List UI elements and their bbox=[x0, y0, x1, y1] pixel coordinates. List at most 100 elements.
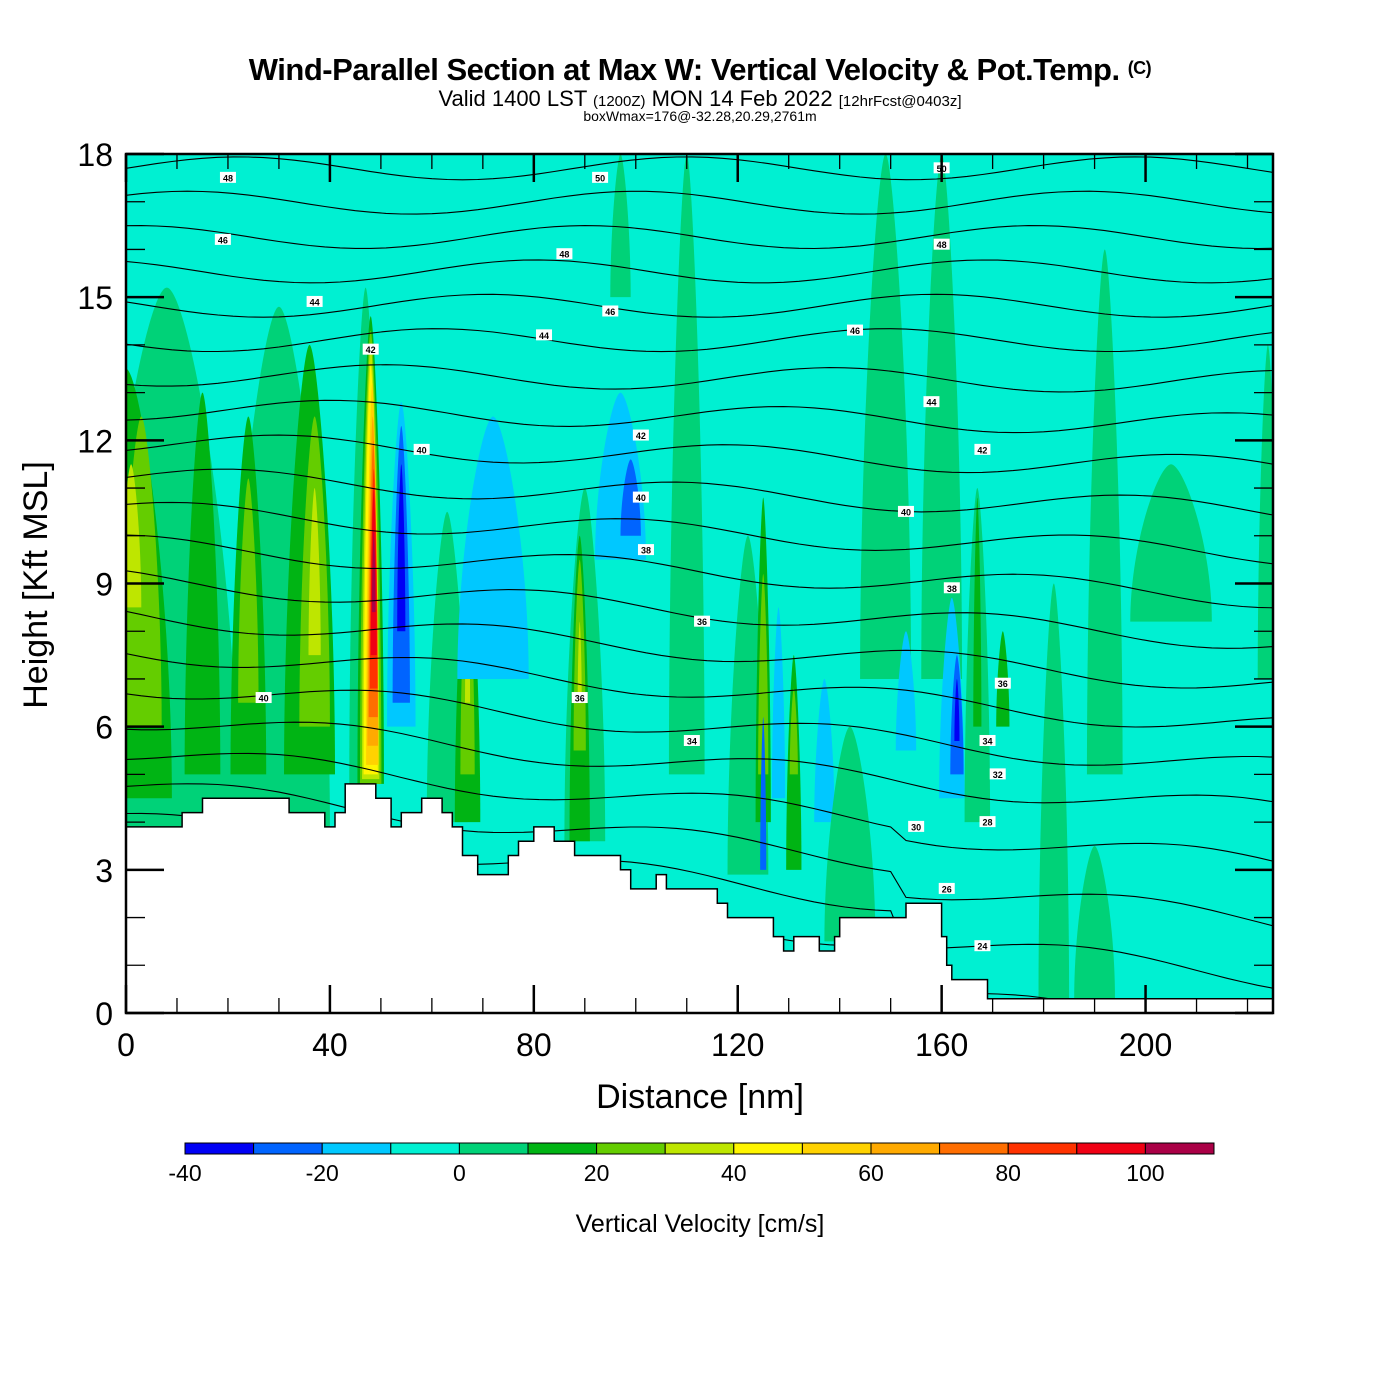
colorbar-bin bbox=[321, 1142, 392, 1155]
theta-label-bg bbox=[908, 820, 925, 832]
theta-label-text: 46 bbox=[218, 235, 228, 245]
theta-label-text: 48 bbox=[223, 173, 233, 183]
theta-label-bg bbox=[694, 615, 711, 627]
theta-label-text: 24 bbox=[977, 942, 987, 952]
theta-label-bg bbox=[994, 677, 1011, 689]
theta-label-text: 40 bbox=[901, 507, 911, 517]
y-axis-title: Height [Kft MSL] bbox=[17, 461, 55, 709]
theta-contour-label: 50 bbox=[592, 171, 609, 183]
fill-region bbox=[308, 488, 321, 656]
x-tick-label: 160 bbox=[915, 1027, 968, 1063]
fill-region bbox=[577, 621, 582, 703]
theta-contour-line bbox=[126, 328, 1273, 353]
theta-label-text: 40 bbox=[259, 694, 269, 704]
theta-contour-label: 48 bbox=[933, 238, 950, 250]
theta-contour-line bbox=[126, 752, 1273, 862]
fill-region bbox=[771, 607, 786, 799]
theta-label-bg bbox=[571, 692, 588, 704]
theta-contour-labels: 4850504648484446444642444242404040383836… bbox=[214, 162, 1011, 952]
theta-label-bg bbox=[923, 396, 940, 408]
theta-label-text: 38 bbox=[947, 584, 957, 594]
colorbar-bin bbox=[184, 1142, 255, 1155]
theta-contour-line bbox=[126, 721, 1273, 804]
theta-contour-label: 38 bbox=[637, 544, 654, 556]
theta-label-bg bbox=[632, 491, 649, 503]
colorbar: -40 -20 0 20 40 60 80 100 bbox=[168, 1142, 1215, 1186]
theta-contour-line bbox=[126, 293, 1273, 318]
y-tick-label: 18 bbox=[77, 137, 113, 173]
x-tick-label: 40 bbox=[312, 1027, 348, 1063]
theta-label-bg bbox=[943, 582, 960, 594]
x-axis-title: Distance [nm] bbox=[596, 1078, 804, 1116]
theta-label-bg bbox=[536, 329, 553, 341]
fill-region bbox=[184, 392, 221, 775]
theta-label-bg bbox=[974, 940, 991, 952]
theta-label-bg bbox=[362, 343, 379, 355]
colorbar-bin bbox=[390, 1142, 460, 1155]
theta-contour-label: 44 bbox=[306, 295, 323, 307]
theta-label-text: 26 bbox=[942, 884, 952, 894]
fill-region bbox=[238, 478, 259, 703]
theta-contour-label: 46 bbox=[602, 305, 619, 317]
fill-region bbox=[371, 531, 376, 613]
theta-label-bg bbox=[632, 429, 649, 441]
theta-contour-label: 40 bbox=[897, 505, 914, 517]
colorbar-title: Vertical Velocity [cm/s] bbox=[576, 1210, 825, 1238]
copyright-mark: (C) bbox=[1127, 58, 1152, 78]
theta-label-text: 48 bbox=[559, 250, 569, 260]
theta-label-text: 34 bbox=[687, 736, 697, 746]
theta-label-bg bbox=[255, 692, 272, 704]
theta-contour-line bbox=[126, 501, 1273, 565]
colorbar-tick-label: 0 bbox=[453, 1160, 466, 1186]
fill-region bbox=[954, 678, 960, 741]
chart-title-main: Wind-Parallel Section at Max W: Vertical… bbox=[248, 52, 1120, 87]
theta-label-bg bbox=[556, 248, 573, 260]
fill-region bbox=[973, 497, 982, 727]
theta-contour-line bbox=[126, 783, 1273, 927]
theta-contour-label: 42 bbox=[974, 443, 991, 455]
theta-contour-line bbox=[126, 156, 1273, 181]
colorbar-tick-label: 40 bbox=[721, 1160, 747, 1186]
theta-label-bg bbox=[413, 443, 430, 455]
colorbar-tick-label: -20 bbox=[306, 1160, 339, 1186]
theta-label-bg bbox=[974, 443, 991, 455]
colorbar-tick-label: 80 bbox=[995, 1160, 1021, 1186]
theta-label-text: 40 bbox=[636, 493, 646, 503]
theta-label-bg bbox=[989, 768, 1006, 780]
theta-label-bg bbox=[214, 233, 231, 245]
theta-label-bg bbox=[306, 295, 323, 307]
fill-region bbox=[1074, 845, 1115, 999]
theta-contour-label: 34 bbox=[979, 734, 996, 746]
valid-date: MON 14 Feb 2022 bbox=[651, 86, 833, 111]
theta-label-bg bbox=[592, 171, 609, 183]
fill-region bbox=[860, 154, 912, 679]
colorbar-bin bbox=[733, 1142, 803, 1155]
theta-label-text: 36 bbox=[998, 679, 1008, 689]
theta-label-text: 50 bbox=[595, 173, 605, 183]
theta-contour-line bbox=[126, 190, 1273, 215]
theta-contour-label: 38 bbox=[943, 582, 960, 594]
theta-label-bg bbox=[219, 171, 236, 183]
fill-region bbox=[620, 459, 641, 536]
colorbar-bin bbox=[870, 1142, 941, 1155]
fill-region bbox=[789, 688, 798, 775]
theta-label-text: 44 bbox=[926, 398, 936, 408]
theta-contour-label: 36 bbox=[694, 615, 711, 627]
theta-contour-label: 44 bbox=[923, 396, 940, 408]
theta-label-bg bbox=[979, 734, 996, 746]
theta-contour-label: 44 bbox=[536, 329, 553, 341]
theta-label-text: 28 bbox=[983, 818, 993, 828]
box-wmax-line: boxWmax=176@-32.28,20.29,2761m bbox=[583, 108, 817, 124]
fill-region bbox=[1086, 249, 1123, 775]
theta-contour-line bbox=[126, 225, 1273, 250]
theta-contour-line bbox=[126, 610, 1273, 689]
theta-label-bg bbox=[938, 882, 955, 894]
valid-utc: (1200Z) bbox=[592, 93, 646, 110]
theta-contour-label: 28 bbox=[979, 816, 996, 828]
colorbar-bin bbox=[939, 1142, 1009, 1155]
theta-label-text: 44 bbox=[539, 331, 549, 341]
theta-label-text: 30 bbox=[911, 822, 921, 832]
theta-label-text: 34 bbox=[983, 736, 993, 746]
theta-contour-line bbox=[126, 434, 1273, 474]
